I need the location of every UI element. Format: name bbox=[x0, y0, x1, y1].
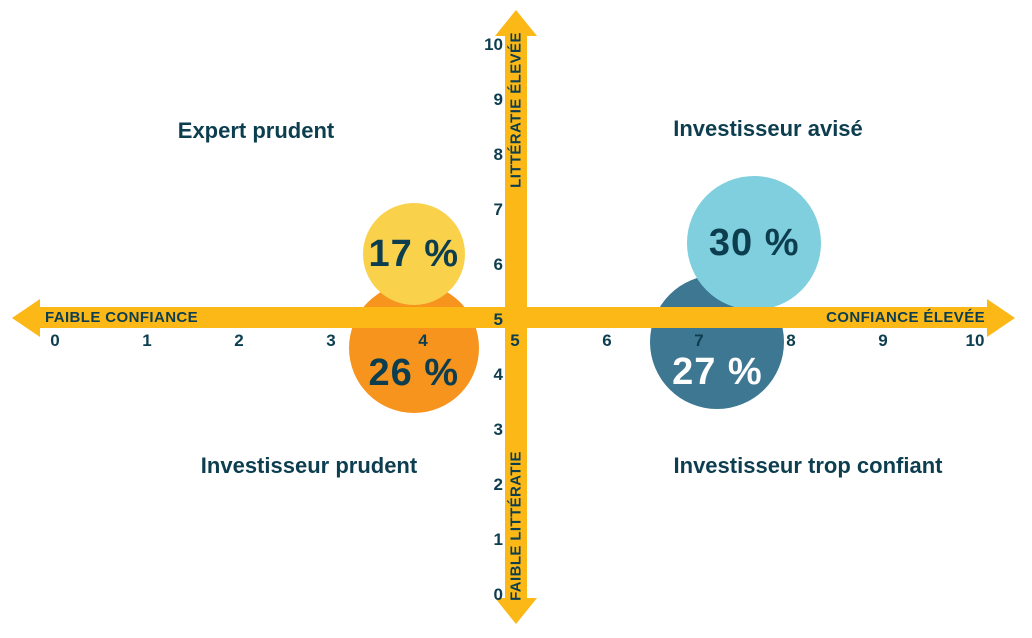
y-axis-bar bbox=[505, 36, 527, 598]
bubble-value-label: 30 % bbox=[708, 221, 800, 264]
x-axis-label-high-confidence: CONFIANCE ÉLEVÉE bbox=[826, 309, 985, 326]
y-tick-label-7: 7 bbox=[493, 200, 503, 219]
bubble-value-label: 26 % bbox=[368, 352, 460, 394]
y-tick-label-10: 10 bbox=[484, 35, 503, 54]
y-tick-label-9: 9 bbox=[493, 90, 503, 109]
x-tick-label-10: 10 bbox=[965, 331, 985, 350]
y-tick-label-3: 3 bbox=[493, 420, 503, 439]
x-axis-arrow-left-icon bbox=[12, 299, 40, 337]
quadrant-label-investisseur-prudent: Investisseur prudent bbox=[200, 453, 418, 478]
x-axis-label-low-confidence: FAIBLE CONFIANCE bbox=[45, 309, 199, 326]
y-tick-label-8: 8 bbox=[493, 145, 503, 164]
x-tick-label-6: 6 bbox=[602, 331, 612, 350]
x-tick-label-1: 1 bbox=[142, 331, 152, 350]
y-axis-arrow-up-icon bbox=[495, 10, 537, 36]
y-tick-label-6: 6 bbox=[493, 255, 503, 274]
x-tick-label-7: 7 bbox=[694, 331, 704, 350]
y-axis-label-high-literacy: LITTÉRATIE ÉLEVÉE bbox=[507, 32, 525, 188]
bubble-investisseur-avisé: 30 % bbox=[687, 176, 822, 310]
x-tick-label-3: 3 bbox=[326, 331, 336, 350]
y-tick-label-5: 5 bbox=[493, 310, 503, 329]
y-axis-arrow-down-icon bbox=[495, 598, 537, 624]
quadrant-label-investisseur-avise: Investisseur avisé bbox=[673, 116, 863, 141]
x-tick-label-2: 2 bbox=[234, 331, 244, 350]
x-tick-label-9: 9 bbox=[878, 331, 888, 350]
x-tick-label-8: 8 bbox=[786, 331, 796, 350]
quadrant-label-investisseur-trop-confiant: Investisseur trop confiant bbox=[673, 453, 943, 478]
bubble-value-label: 27 % bbox=[672, 350, 763, 393]
y-tick-label-2: 2 bbox=[493, 475, 503, 494]
x-tick-label-5: 5 bbox=[510, 331, 520, 350]
bubble-value-label: 17 % bbox=[368, 232, 460, 275]
y-tick-label-0: 0 bbox=[493, 585, 503, 604]
x-tick-label-0: 0 bbox=[50, 331, 60, 350]
quadrant-label-expert-prudent: Expert prudent bbox=[177, 118, 335, 143]
x-tick-label-4: 4 bbox=[418, 331, 428, 350]
bubble-expert-prudent: 17 % bbox=[362, 203, 465, 305]
bubble-investisseur-trop-confiant: 27 % bbox=[650, 275, 785, 409]
x-axis-arrow-right-icon bbox=[987, 299, 1015, 337]
y-tick-label-4: 4 bbox=[493, 365, 503, 384]
y-tick-label-1: 1 bbox=[493, 530, 503, 549]
y-axis-label-low-literacy: FAIBLE LITTÉRATIE bbox=[507, 451, 525, 601]
